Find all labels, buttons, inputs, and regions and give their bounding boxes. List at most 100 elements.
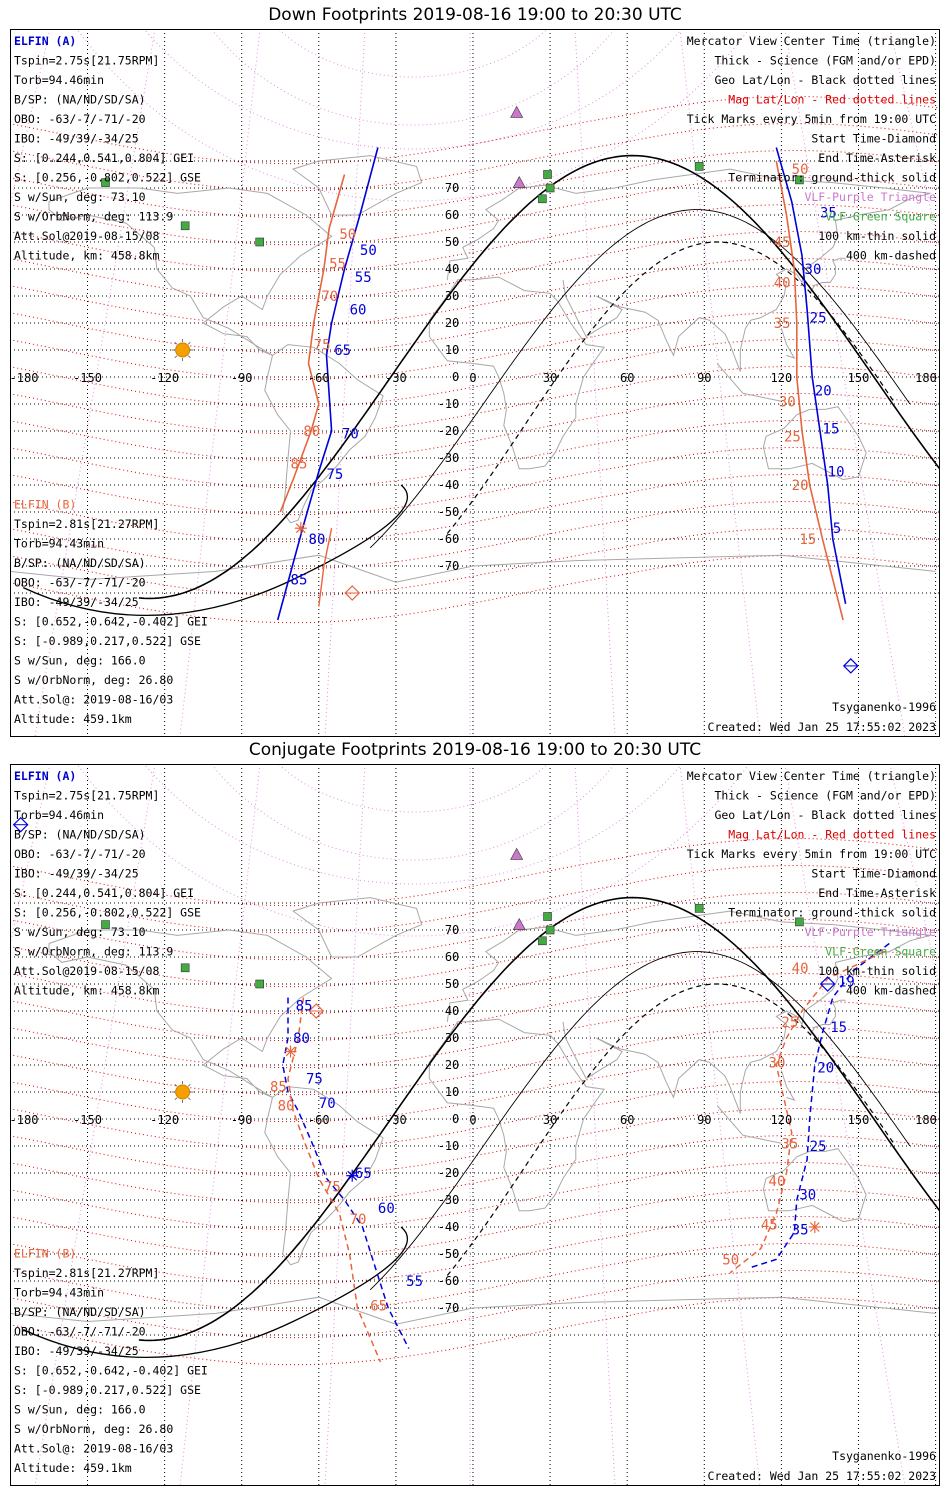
- elfin-b-info: Tspin=2.81s[21.27RPM]: [14, 1266, 159, 1280]
- track-time-label: 19: [838, 974, 855, 990]
- vlf-green-square-icon: [543, 912, 552, 921]
- track-time-label: 80: [278, 1099, 295, 1115]
- track-time-label: 30: [799, 1188, 816, 1204]
- terminator-400km: [446, 983, 895, 1276]
- legend-entry: Thick - Science (FGM and/or EPD): [714, 789, 936, 803]
- track-time-label: 35: [820, 205, 837, 221]
- elfin-a-info: S: [0.244,0.541,0.804] GEI: [14, 886, 194, 900]
- track-time-label: 25: [810, 1139, 827, 1155]
- lon-label: 120: [771, 1113, 793, 1127]
- track-time-label: 30: [779, 394, 796, 410]
- lon-label: 180: [915, 1113, 937, 1127]
- elfin-a-info: B/SP: (NA/ND/SD/SA): [14, 93, 146, 107]
- mag-lat-line: [11, 1161, 939, 1231]
- created-label: Created: Wed Jan 25 17:55:02 2023: [708, 720, 937, 734]
- track-elfin-a-west: [282, 997, 410, 1349]
- track-time-label: 70: [342, 427, 359, 443]
- mag-lat-line: [11, 864, 939, 934]
- lat-label: 30: [445, 289, 459, 303]
- track-time-label: 25: [810, 311, 827, 327]
- track-time-label: 75: [314, 338, 331, 354]
- lat-label: 50: [445, 977, 459, 991]
- vlf-green-square-icon: [545, 925, 555, 935]
- polar-meridian: [574, 765, 616, 1485]
- terminator-100km: [369, 209, 911, 549]
- geo-latlon-lines: [11, 30, 939, 736]
- track-elfin-a-east: [775, 147, 847, 604]
- coastline: [48, 929, 333, 1098]
- track-time-label: 15: [830, 1020, 847, 1036]
- track-time-label: 5: [833, 521, 841, 537]
- coastline: [264, 1086, 384, 1266]
- elfin-b-info: Altitude: 459.1km: [14, 712, 132, 726]
- vlf-green-square-icon: [180, 963, 190, 973]
- terminator-western-branch: [22, 484, 408, 617]
- lat-label: -30: [438, 1193, 460, 1207]
- terminator-ground: [138, 896, 939, 1342]
- elfin-b-info: Altitude: 459.1km: [14, 1461, 132, 1475]
- lon-label: -120: [150, 371, 179, 385]
- start-diamond-icon: [819, 976, 836, 992]
- coastlines: [11, 897, 936, 1325]
- mag-lat-line: [11, 311, 939, 381]
- lat-label: 0: [452, 1112, 459, 1126]
- mag-lat-line: [11, 945, 939, 1015]
- track-time-label: 20: [792, 478, 809, 494]
- map-canvas: -180 -150 -120 -90 -60 -30 0 30 60 90 120 150 180706…: [10, 29, 940, 737]
- coastline: [562, 192, 931, 372]
- start-diamond-icon: [344, 585, 361, 601]
- lat-label: -60: [438, 1274, 460, 1288]
- model-label: Tsyganenko-1996: [832, 1449, 936, 1463]
- vlf-green-square-icon: [795, 175, 804, 185]
- elfin-b-info: S: [-0.989,0.217,0.522] GSE: [14, 634, 201, 648]
- coastline: [809, 257, 846, 294]
- elfin-b-info: B/SP: (NA/ND/SD/SA): [14, 556, 146, 570]
- map-frame: [10, 764, 940, 1486]
- elfin-b-info: Att.Sol@: 2019-08-16/03: [14, 1442, 173, 1456]
- mag-lat-line: [11, 1296, 939, 1366]
- lat-label: -50: [438, 1247, 460, 1261]
- polar-meridian: [179, 30, 261, 736]
- track-time-label: 45: [761, 1217, 778, 1233]
- coastline: [446, 910, 931, 1022]
- track-elfin-b-east: [775, 160, 844, 621]
- track-time-label: 85: [270, 1080, 287, 1096]
- elfin-a-title: ELFIN (A): [14, 769, 76, 783]
- elfin-a-info: S: [0.244,0.541,0.804] GEI: [14, 151, 194, 165]
- legend-entry: Mercator View Center Time (triangle): [687, 34, 936, 48]
- lon-label: -60: [308, 1113, 330, 1127]
- terminator-ground: [138, 154, 939, 600]
- elfin-b-info: Tspin=2.81s[21.27RPM]: [14, 517, 159, 531]
- track-time-label: 50: [792, 162, 809, 178]
- lat-label: 40: [445, 262, 459, 276]
- track-elfin-b-east: [729, 950, 885, 1274]
- track-time-label: 20: [817, 1061, 834, 1077]
- coastline: [562, 934, 931, 1114]
- mag-lat-line: [11, 122, 939, 192]
- coastline: [428, 276, 605, 470]
- elfin-a-info: Att.Sol@2019-08-15/08: [14, 229, 159, 243]
- elfin-b-info: OBO: -63/-7/-71/-20: [14, 576, 146, 590]
- lon-label: -90: [231, 1113, 253, 1127]
- lon-label: -180: [10, 371, 38, 385]
- polar-meridian: [324, 765, 366, 1485]
- coastline: [809, 999, 846, 1036]
- coastline: [292, 897, 423, 958]
- mag-lat-line: [11, 1053, 939, 1123]
- coastline: [762, 1148, 867, 1223]
- track-time-label: 45: [774, 235, 791, 251]
- legend-entry: Geo Lat/Lon - Black dotted lines: [714, 73, 936, 87]
- track-time-label: 10: [828, 465, 845, 481]
- elfin-b-info: S w/OrbNorm, deg: 26.80: [14, 673, 173, 687]
- legend-entry: Tick Marks every 5min from 19:00 UTC: [687, 112, 936, 126]
- elfin-a-info: OBO: -63/-7/-71/-20: [14, 112, 146, 126]
- coastline: [11, 1296, 936, 1325]
- elfin-b-info: S: [0.652,-0.642,-0.402] GEI: [14, 1364, 208, 1378]
- mag-lat-line: [11, 972, 939, 1042]
- polar-meridian: [11, 30, 51, 204]
- map-canvas: -180 -150 -120 -90 -60 -30 0 30 60 90 120 150 180706…: [10, 764, 940, 1486]
- track-time-label: 75: [327, 467, 344, 483]
- track-time-label: 40: [774, 276, 791, 292]
- end-asterisk-icon: [809, 1222, 820, 1232]
- lat-label: 10: [445, 1085, 459, 1099]
